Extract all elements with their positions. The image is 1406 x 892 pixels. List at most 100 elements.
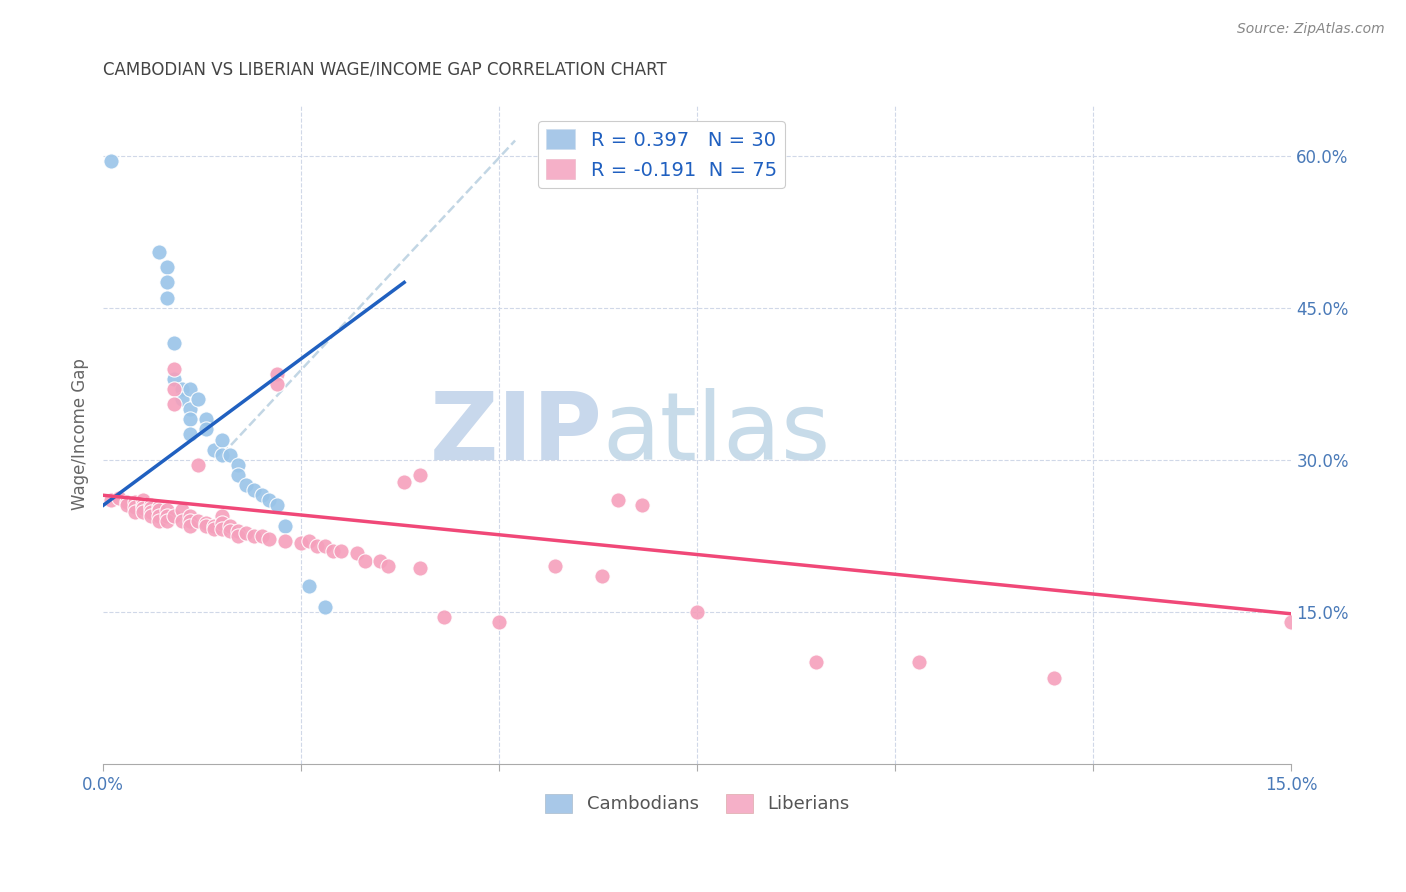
Point xyxy=(172,503,194,517)
Point xyxy=(274,533,297,548)
Point xyxy=(305,539,328,553)
Text: CAMBODIAN VS LIBERIAN WAGE/INCOME GAP CORRELATION CHART: CAMBODIAN VS LIBERIAN WAGE/INCOME GAP CO… xyxy=(103,61,666,78)
Point xyxy=(226,467,249,482)
Point xyxy=(100,493,122,508)
Text: Source: ZipAtlas.com: Source: ZipAtlas.com xyxy=(1237,22,1385,37)
Point xyxy=(202,522,225,536)
Point xyxy=(139,506,162,520)
Point xyxy=(211,448,233,462)
Point xyxy=(250,529,273,543)
Point xyxy=(195,516,218,530)
Point xyxy=(187,514,209,528)
Point xyxy=(242,483,264,498)
Point xyxy=(211,433,233,447)
Point xyxy=(630,499,652,513)
Point xyxy=(187,392,209,406)
Point xyxy=(132,501,155,516)
Point xyxy=(124,506,146,520)
Point xyxy=(409,561,432,575)
Point xyxy=(155,260,177,275)
Point xyxy=(314,539,336,553)
Point xyxy=(488,615,510,629)
Point xyxy=(148,245,170,260)
Point xyxy=(370,554,392,568)
Point xyxy=(195,412,218,426)
Point xyxy=(274,518,297,533)
Point xyxy=(1042,671,1064,685)
Point xyxy=(179,508,201,523)
Point xyxy=(266,499,288,513)
Point xyxy=(172,382,194,396)
Point xyxy=(219,524,242,538)
Point xyxy=(139,501,162,516)
Point xyxy=(148,503,170,517)
Point xyxy=(202,518,225,533)
Point xyxy=(187,458,209,472)
Point xyxy=(211,516,233,530)
Point xyxy=(155,291,177,305)
Point xyxy=(155,508,177,523)
Point xyxy=(132,493,155,508)
Point xyxy=(250,488,273,502)
Point xyxy=(266,376,288,391)
Point xyxy=(155,276,177,290)
Point xyxy=(409,467,432,482)
Point xyxy=(259,493,281,508)
Y-axis label: Wage/Income Gap: Wage/Income Gap xyxy=(72,359,89,510)
Legend: Cambodians, Liberians: Cambodians, Liberians xyxy=(538,787,856,821)
Text: ZIP: ZIP xyxy=(429,388,602,481)
Point xyxy=(219,448,242,462)
Point xyxy=(591,569,613,583)
Point xyxy=(290,536,312,550)
Point xyxy=(377,559,399,574)
Point xyxy=(124,500,146,515)
Point xyxy=(163,382,186,396)
Text: atlas: atlas xyxy=(602,388,831,481)
Point xyxy=(226,524,249,538)
Point xyxy=(179,518,201,533)
Point xyxy=(148,514,170,528)
Point xyxy=(124,495,146,509)
Point xyxy=(353,554,375,568)
Point xyxy=(259,532,281,546)
Point xyxy=(346,546,368,560)
Point xyxy=(686,605,709,619)
Point xyxy=(148,500,170,515)
Point xyxy=(219,518,242,533)
Point xyxy=(226,458,249,472)
Point xyxy=(132,499,155,513)
Point xyxy=(172,392,194,406)
Point xyxy=(115,499,138,513)
Point xyxy=(211,522,233,536)
Point xyxy=(266,367,288,381)
Point xyxy=(908,656,931,670)
Point xyxy=(148,508,170,523)
Point xyxy=(163,361,186,376)
Point xyxy=(329,544,352,558)
Point xyxy=(163,372,186,386)
Point xyxy=(544,559,567,574)
Point xyxy=(132,506,155,520)
Point xyxy=(163,336,186,351)
Point xyxy=(392,475,415,489)
Point xyxy=(211,508,233,523)
Point xyxy=(155,503,177,517)
Point xyxy=(607,493,630,508)
Point xyxy=(108,491,131,506)
Point xyxy=(195,422,218,436)
Point xyxy=(139,508,162,523)
Point xyxy=(235,478,257,492)
Point xyxy=(322,544,344,558)
Point xyxy=(163,508,186,523)
Point xyxy=(163,397,186,411)
Point xyxy=(179,402,201,417)
Point xyxy=(172,514,194,528)
Point xyxy=(155,514,177,528)
Point xyxy=(139,499,162,513)
Point xyxy=(195,518,218,533)
Point xyxy=(433,610,456,624)
Point xyxy=(179,382,201,396)
Point xyxy=(242,529,264,543)
Point xyxy=(1281,615,1303,629)
Point xyxy=(298,533,321,548)
